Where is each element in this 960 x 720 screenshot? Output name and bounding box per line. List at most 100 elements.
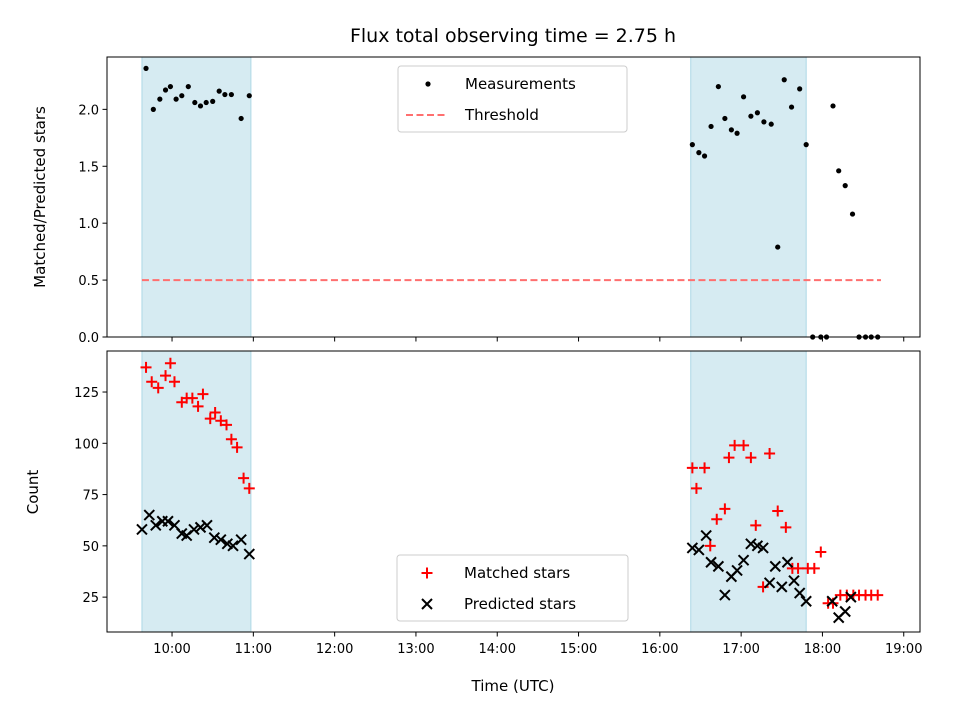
matched-stars-point [164, 357, 176, 369]
measurements-point [728, 127, 734, 133]
bottom-y-axis-label: Count [24, 470, 42, 515]
matched-stars-point [750, 519, 762, 531]
matched-stars-point [738, 439, 750, 451]
matched-stars-point [690, 482, 702, 494]
measurements-point [185, 83, 191, 90]
predicted-stars-point [700, 529, 712, 542]
measurements-point [701, 153, 708, 159]
predicted-stars-point [243, 548, 255, 560]
predicted-stars-point [705, 556, 717, 568]
predicted-stars-point [781, 556, 794, 568]
x-axis-label: Time (UTC) [471, 677, 555, 695]
measurements-point [715, 83, 721, 90]
y-tick-label: 75 [82, 489, 99, 504]
predicted-stars-point [686, 542, 699, 554]
x-tick-label: 13:00 [397, 642, 434, 657]
y-tick-label: 100 [74, 437, 99, 452]
matched-stars-point [723, 452, 735, 464]
predicted-stars-point [757, 542, 769, 554]
measurements-point [210, 98, 216, 104]
predicted-stars-point [215, 533, 227, 546]
predicted-stars-point [839, 605, 851, 618]
matched-stars-point [168, 376, 180, 388]
matched-stars-point [231, 441, 243, 453]
matched-stars-point [152, 382, 164, 394]
measurements-point [775, 244, 781, 250]
measurements-point [222, 91, 228, 98]
measurements-point [768, 121, 774, 127]
x-tick-label: 15:00 [560, 642, 597, 657]
predicted-stars-point [143, 509, 155, 521]
predicted-stars-point [793, 587, 806, 599]
measurements-point [842, 183, 848, 189]
measurements-point [216, 88, 222, 94]
x-tick-label: 14:00 [479, 642, 516, 657]
predicted-stars-legend-marker [421, 598, 433, 610]
measurements-point [689, 142, 695, 148]
predicted-stars-point [769, 560, 781, 573]
shaded-interval-2 [690, 350, 807, 633]
matched-stars-point [872, 589, 884, 601]
measurements-point [173, 96, 179, 102]
measurements-point [754, 110, 761, 116]
matched-stars-point [209, 407, 221, 419]
y-tick-label: 25 [82, 591, 99, 606]
matched-stars-point [146, 376, 158, 388]
matched-stars-point [225, 433, 237, 445]
y-tick-label: 1.0 [78, 217, 99, 232]
measurements-legend-label: Measurements [465, 75, 576, 93]
measurements-point [150, 106, 156, 112]
predicted-stars-point [776, 581, 788, 593]
measurements-point [781, 77, 787, 83]
matched-stars-point [711, 513, 723, 525]
y-tick-label: 50 [82, 540, 99, 555]
y-tick-label: 0.5 [78, 274, 99, 289]
predicted-stars-legend-label: Predicted stars [464, 595, 576, 613]
measurements-point [708, 123, 714, 130]
measurements-point [788, 104, 795, 110]
matched-stars-legend-label: Matched stars [464, 564, 570, 582]
measurements-point [803, 142, 809, 148]
measurements-point [143, 65, 149, 71]
predicted-stars-point [194, 521, 207, 534]
matched-stars-point [197, 388, 209, 400]
matched-stars-point [815, 546, 827, 558]
predicted-stars-point [845, 591, 857, 603]
predicted-stars-point [763, 577, 776, 589]
x-tick-label: 18:00 [804, 642, 841, 657]
matched-stars-point [192, 400, 204, 412]
measurements-legend-marker [425, 81, 431, 87]
measurements-point [836, 168, 842, 174]
predicted-stars-point [826, 595, 838, 607]
measurements-point [179, 93, 185, 99]
predicted-stars-point [136, 523, 148, 536]
matched-stars-point [772, 505, 784, 517]
measurements-point [197, 103, 204, 109]
matched-stars-point [719, 503, 731, 515]
y-tick-label: 2.0 [78, 103, 99, 118]
threshold-legend-label: Threshold [464, 106, 539, 124]
matched-stars-point [792, 562, 804, 574]
matched-stars-point [686, 462, 698, 474]
matched-stars-point [204, 413, 216, 425]
chart-title: Flux total observing time = 2.75 h [350, 25, 676, 47]
predicted-stars-point [235, 533, 247, 546]
measurements-point [722, 115, 728, 122]
measurements-point [167, 83, 174, 90]
measurements-point [162, 87, 169, 93]
matched-stars-point [699, 462, 711, 474]
matched-stars-point [221, 419, 233, 431]
matched-stars-point [780, 521, 792, 533]
panel-counts: 25 50 75 100 125 10:00 11:00 12:00 13:00 14:00 15:… [74, 350, 922, 657]
predicted-stars-point [693, 544, 705, 556]
x-tick-label: 10:00 [153, 642, 190, 657]
top-y-axis-label: Matched/Predicted stars [31, 106, 49, 288]
matched-stars-point [186, 392, 198, 404]
matched-stars-point [808, 562, 820, 574]
measurements-point [157, 96, 163, 102]
predicted-stars-point [788, 575, 800, 587]
measurements-point [740, 94, 747, 100]
legend: Measurements Threshold [397, 65, 628, 133]
panel-frame [106, 350, 921, 633]
matched-stars-point [764, 448, 776, 460]
